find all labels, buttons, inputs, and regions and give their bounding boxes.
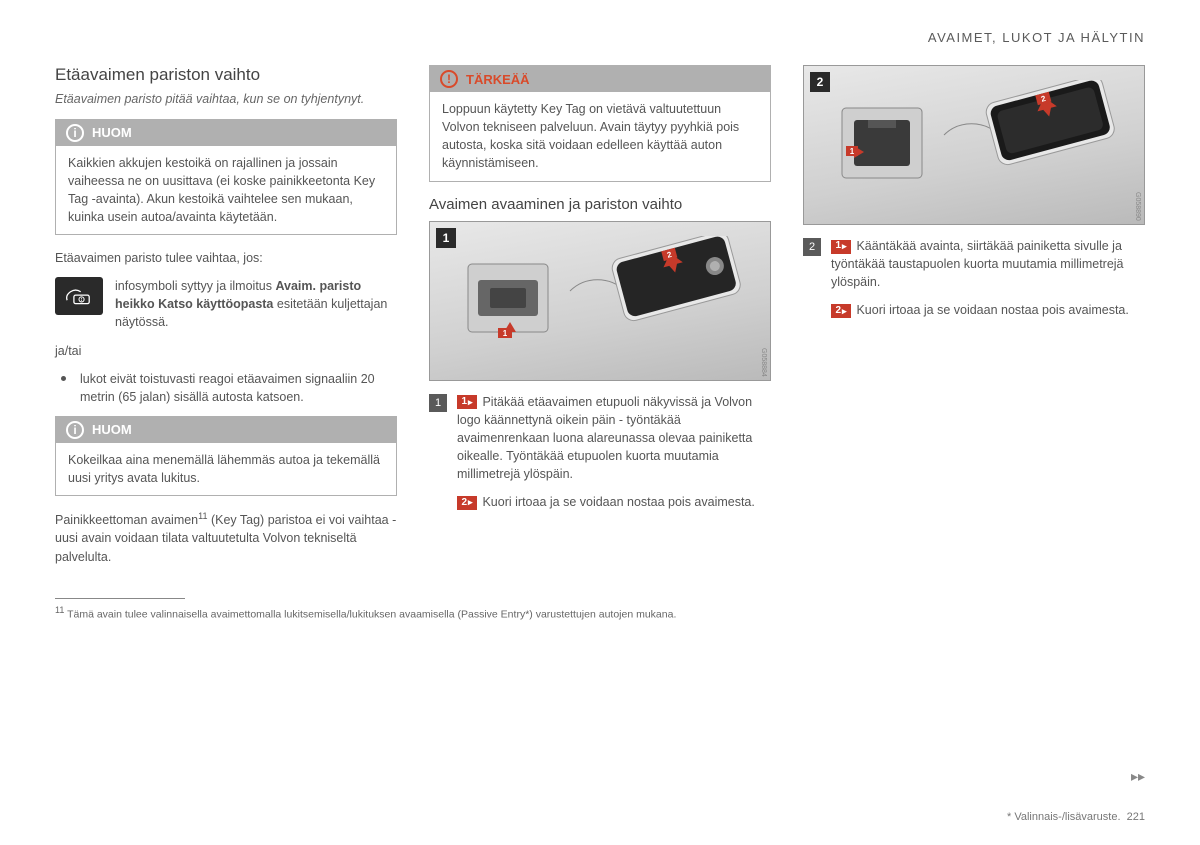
step-2: 2 1 Kääntäkää avainta, siirtäkää painike…	[803, 237, 1145, 291]
info-icon: i	[66, 124, 84, 142]
page-footer: * Valinnais-/lisävaruste. 221	[1007, 811, 1145, 823]
note-body: Kaikkien akkujen kestoikä on rajallinen …	[56, 146, 396, 235]
note-label: HUOM	[92, 422, 132, 437]
column-2: ! TÄRKEÄÄ Loppuun käytetty Key Tag on vi…	[429, 65, 771, 576]
or-text: ja/tai	[55, 342, 397, 360]
red-marker-1: 1	[831, 240, 851, 254]
category-text: AVAIMET, LUKOT JA HÄLYTIN	[928, 30, 1145, 45]
continue-arrow-icon: ▸▸	[1131, 768, 1145, 785]
important-icon: !	[440, 70, 458, 88]
info-symbol-row: infosymboli syttyy ja ilmoitus Avaim. pa…	[55, 277, 397, 331]
note-body: Kokeilkaa aina menemällä lähemmäs autoa …	[56, 443, 396, 495]
figure-1: 1 1 2 G058884	[429, 221, 771, 381]
svg-text:1: 1	[503, 329, 508, 338]
step-2b: 2 Kuori irtoaa ja se voidaan nostaa pois…	[831, 301, 1145, 319]
column-3: 2 1 2 G058890 2	[803, 65, 1145, 576]
key-front-illustration: 1 2	[450, 236, 750, 366]
important-header: ! TÄRKEÄÄ	[430, 66, 770, 92]
note-header: i HUOM	[56, 417, 396, 443]
keytag-text: Painikkeettoman avaimen11 (Key Tag) pari…	[55, 510, 397, 566]
info-icon: i	[66, 421, 84, 439]
footnote: 11 Tämä avain tulee valinnaisella avaime…	[55, 605, 1145, 621]
important-label: TÄRKEÄÄ	[466, 72, 530, 87]
red-marker-1: 1	[457, 395, 477, 409]
section-title: Etäavaimen pariston vaihto	[55, 65, 397, 85]
page-number: 221	[1127, 811, 1145, 823]
key-back-illustration: 1 2	[824, 80, 1124, 210]
figure-2: 2 1 2 G058890	[803, 65, 1145, 225]
note-label: HUOM	[92, 125, 132, 140]
step-text: 1 Kääntäkää avainta, siirtäkää painikett…	[831, 237, 1145, 291]
line-text: Etäavaimen paristo tulee vaihtaa, jos:	[55, 249, 397, 267]
step-number-badge: 2	[803, 238, 821, 256]
battery-info-icon	[55, 277, 103, 315]
figure-code: G058884	[760, 348, 767, 377]
step-text: 1 Pitäkää etäavaimen etupuoli näkyvissä …	[457, 393, 771, 484]
info-symbol-text: infosymboli syttyy ja ilmoitus Avaim. pa…	[115, 277, 397, 331]
footnote-separator	[55, 598, 185, 599]
svg-text:1: 1	[850, 147, 855, 156]
figure-code: G058890	[1134, 192, 1141, 221]
subheading: Avaimen avaaminen ja pariston vaihto	[429, 196, 771, 213]
red-marker-2: 2	[831, 304, 851, 318]
red-marker-2: 2	[457, 496, 477, 510]
page-category-header: AVAIMET, LUKOT JA HÄLYTIN	[55, 30, 1145, 45]
important-body: Loppuun käytetty Key Tag on vietävä valt…	[430, 92, 770, 181]
bullet-dot-icon	[61, 376, 66, 381]
step-1: 1 1 Pitäkää etäavaimen etupuoli näkyviss…	[429, 393, 771, 484]
bullet-text: lukot eivät toistuvasti reagoi etäavaime…	[80, 370, 397, 406]
step-number-badge: 1	[429, 394, 447, 412]
content-columns: Etäavaimen pariston vaihto Etäavaimen pa…	[55, 65, 1145, 576]
intro-text: Etäavaimen paristo pitää vaihtaa, kun se…	[55, 91, 397, 109]
step-1b: 2 Kuori irtoaa ja se voidaan nostaa pois…	[457, 493, 771, 511]
note-box-2: i HUOM Kokeilkaa aina menemällä lähemmäs…	[55, 416, 397, 496]
column-1: Etäavaimen pariston vaihto Etäavaimen pa…	[55, 65, 397, 576]
note-box-1: i HUOM Kaikkien akkujen kestoikä on raja…	[55, 119, 397, 236]
note-header: i HUOM	[56, 120, 396, 146]
bullet-item: lukot eivät toistuvasti reagoi etäavaime…	[55, 370, 397, 406]
important-box: ! TÄRKEÄÄ Loppuun käytetty Key Tag on vi…	[429, 65, 771, 182]
